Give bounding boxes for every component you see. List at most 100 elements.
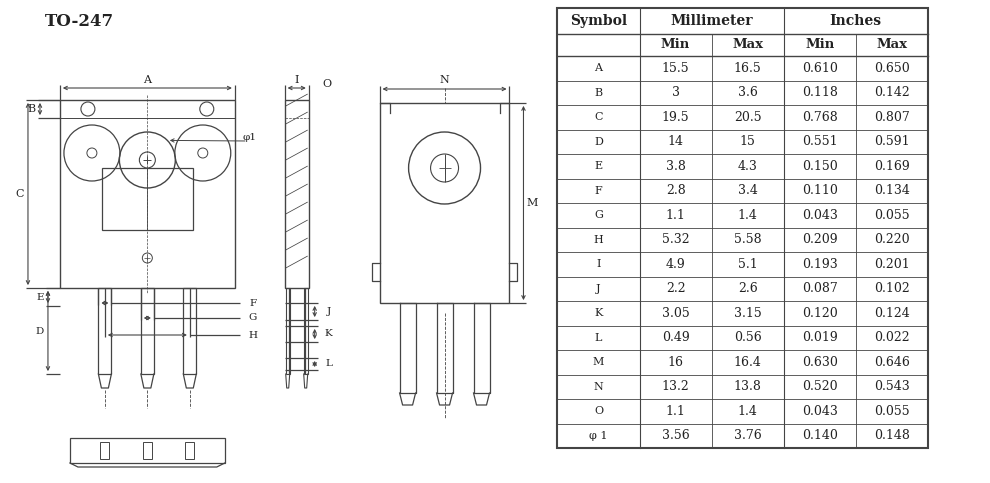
- Text: 14: 14: [667, 135, 684, 148]
- Text: 0.134: 0.134: [874, 184, 910, 197]
- Text: M: M: [527, 198, 539, 208]
- Text: K: K: [325, 329, 333, 339]
- Bar: [557, 8, 928, 448]
- Text: Min: Min: [661, 39, 690, 52]
- Text: 0.124: 0.124: [874, 307, 910, 320]
- Text: I: I: [294, 75, 299, 85]
- Text: 0.022: 0.022: [874, 331, 910, 344]
- Text: 0.120: 0.120: [802, 307, 838, 320]
- Text: 0.543: 0.543: [874, 380, 910, 393]
- Text: 0.551: 0.551: [802, 135, 838, 148]
- Text: 16.5: 16.5: [734, 62, 761, 75]
- Text: 0.220: 0.220: [874, 233, 910, 246]
- Bar: [183, 288, 196, 374]
- Text: H: H: [248, 330, 257, 340]
- Text: 0.646: 0.646: [874, 356, 910, 369]
- Text: φ 1: φ 1: [589, 431, 608, 441]
- Bar: [70, 438, 225, 463]
- Text: Max: Max: [876, 39, 908, 52]
- Text: L: L: [595, 333, 602, 343]
- Text: O: O: [322, 79, 332, 89]
- Text: 1.4: 1.4: [738, 405, 757, 418]
- Text: 0.087: 0.087: [802, 282, 838, 295]
- Text: 0.201: 0.201: [874, 258, 910, 271]
- Text: C: C: [16, 189, 24, 199]
- Text: 3.56: 3.56: [661, 429, 689, 442]
- Text: A: A: [595, 63, 603, 73]
- Text: G: G: [594, 210, 603, 220]
- Text: A: A: [144, 75, 151, 85]
- Text: 0.055: 0.055: [874, 405, 910, 418]
- Text: 2.2: 2.2: [666, 282, 685, 295]
- Text: 19.5: 19.5: [661, 111, 689, 124]
- Text: 3.4: 3.4: [738, 184, 757, 197]
- Text: 0.520: 0.520: [802, 380, 838, 393]
- Text: 1.1: 1.1: [665, 405, 685, 418]
- Text: 0.768: 0.768: [802, 111, 838, 124]
- Text: 0.148: 0.148: [874, 429, 910, 442]
- Text: 13.2: 13.2: [661, 380, 689, 393]
- Text: 0.650: 0.650: [874, 62, 910, 75]
- Text: N: N: [440, 75, 449, 85]
- Text: Symbol: Symbol: [570, 14, 627, 28]
- Text: 15.5: 15.5: [661, 62, 689, 75]
- Text: 3.05: 3.05: [661, 307, 689, 320]
- Text: 0.150: 0.150: [802, 160, 838, 173]
- Text: 1.1: 1.1: [665, 209, 685, 222]
- Text: L: L: [326, 359, 332, 369]
- Text: I: I: [596, 259, 601, 269]
- Text: F: F: [595, 186, 602, 196]
- Text: 2.8: 2.8: [665, 184, 685, 197]
- Text: 0.019: 0.019: [802, 331, 838, 344]
- Text: O: O: [594, 406, 603, 416]
- Text: 0.807: 0.807: [874, 111, 910, 124]
- Bar: [185, 442, 194, 459]
- Bar: [304, 288, 308, 374]
- Text: 0.110: 0.110: [802, 184, 838, 197]
- Text: 0.043: 0.043: [802, 209, 838, 222]
- Text: 5.32: 5.32: [661, 233, 689, 246]
- Text: J: J: [327, 307, 331, 316]
- Text: E: E: [37, 293, 44, 301]
- Text: 2.6: 2.6: [738, 282, 757, 295]
- Text: 5.1: 5.1: [738, 258, 757, 271]
- Text: J: J: [596, 284, 601, 294]
- Text: B: B: [594, 88, 603, 98]
- Text: 0.140: 0.140: [802, 429, 838, 442]
- Text: 0.49: 0.49: [661, 331, 689, 344]
- Text: 0.591: 0.591: [874, 135, 910, 148]
- Text: 3.15: 3.15: [734, 307, 761, 320]
- Text: 0.209: 0.209: [802, 233, 838, 246]
- Text: 3.8: 3.8: [665, 160, 685, 173]
- Text: TO-247: TO-247: [46, 13, 115, 29]
- Text: 16: 16: [667, 356, 684, 369]
- Text: Inches: Inches: [830, 14, 882, 28]
- Text: C: C: [594, 112, 603, 122]
- Text: 0.56: 0.56: [734, 331, 761, 344]
- Bar: [379, 103, 510, 303]
- Text: 4.9: 4.9: [665, 258, 685, 271]
- Text: 0.102: 0.102: [874, 282, 910, 295]
- Text: 4.3: 4.3: [738, 160, 757, 173]
- Text: 0.630: 0.630: [802, 356, 838, 369]
- Text: 0.193: 0.193: [802, 258, 838, 271]
- Text: E: E: [594, 161, 603, 171]
- Bar: [285, 100, 309, 288]
- Text: 0.118: 0.118: [802, 86, 838, 99]
- Text: D: D: [36, 327, 45, 336]
- Bar: [141, 288, 153, 374]
- Text: Max: Max: [733, 39, 763, 52]
- Text: 3: 3: [671, 86, 679, 99]
- Text: N: N: [594, 382, 603, 392]
- Text: 0.610: 0.610: [802, 62, 838, 75]
- Text: D: D: [594, 137, 603, 147]
- Text: 3.76: 3.76: [734, 429, 761, 442]
- Text: 0.142: 0.142: [874, 86, 910, 99]
- Text: H: H: [594, 235, 603, 245]
- Text: M: M: [593, 357, 604, 367]
- Bar: [100, 442, 109, 459]
- Bar: [98, 288, 112, 374]
- Text: 1.4: 1.4: [738, 209, 757, 222]
- Text: B: B: [28, 104, 36, 114]
- Text: F: F: [249, 298, 256, 308]
